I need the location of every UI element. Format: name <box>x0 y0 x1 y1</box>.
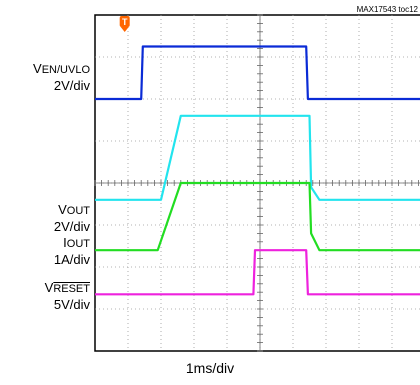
x-axis-label: 1ms/div <box>185 360 235 376</box>
iout-label-sub: OUT <box>66 238 90 250</box>
vout-label: VOUT 2V/div <box>54 202 90 234</box>
trigger-marker-box <box>119 16 130 27</box>
trace-ven-uvlo <box>95 45 420 101</box>
ven-label-main: V <box>33 61 42 76</box>
vout-label-sub: OUT <box>66 205 90 217</box>
trigger-marker-pointer <box>120 27 129 32</box>
trigger-marker-text: T <box>122 17 128 27</box>
trace-vreset <box>95 249 420 296</box>
iout-label-main: I <box>63 235 67 250</box>
vout-scale: 2V/div <box>53 219 90 234</box>
ven-scale: 2V/div <box>53 78 90 93</box>
traces <box>95 45 420 296</box>
vreset-scale: 5V/div <box>53 297 90 312</box>
grid <box>94 14 420 352</box>
ven-label-sub: EN/UVLO <box>41 64 90 76</box>
trace-vout <box>95 114 420 201</box>
iout-label: IOUT 1A/div <box>54 235 90 267</box>
figure-tag: MAX17543 toc12 <box>356 5 418 14</box>
ven-label: VEN/UVLO 2V/div <box>33 61 90 93</box>
vout-label-main: V <box>58 202 67 217</box>
vreset-label-sub: RESET <box>53 283 90 295</box>
trace-iout <box>95 181 420 252</box>
vreset-label: VRESET 5V/div <box>45 280 90 312</box>
trigger-marker: T <box>119 16 130 32</box>
vreset-label-main: V <box>44 280 54 295</box>
iout-scale: 1A/div <box>53 252 90 267</box>
